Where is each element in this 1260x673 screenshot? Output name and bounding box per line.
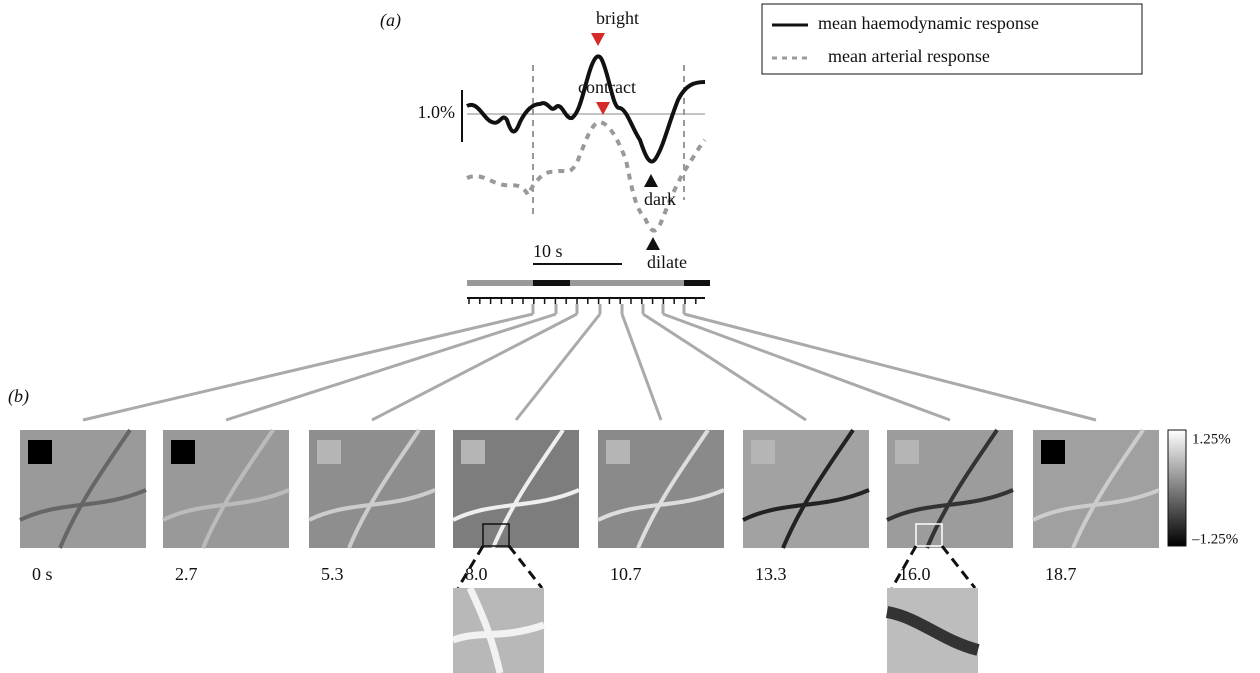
colorbar-label: 1.25% (1192, 431, 1231, 447)
frame-label: 2.7 (175, 564, 198, 584)
arterial-trace (467, 122, 705, 231)
legend-entry: mean arterial response (828, 46, 990, 66)
arrow (644, 174, 658, 187)
stim-indicator (461, 440, 485, 464)
zoom-line (942, 546, 975, 588)
figure: (a) mean haemodynamic response mean arte… (0, 0, 1260, 673)
stim-indicator (1041, 440, 1065, 464)
connector (663, 314, 950, 420)
arrow (596, 102, 610, 115)
frame-label: 13.3 (755, 564, 787, 584)
arrow (646, 237, 660, 250)
stim-indicator (751, 440, 775, 464)
stim-indicator (317, 440, 341, 464)
frame-label: 8.0 (465, 564, 488, 584)
connector (83, 314, 533, 420)
scale-label: 10 s (533, 241, 563, 261)
frame-label: 0 s (32, 564, 53, 584)
annotation: dark (644, 189, 676, 209)
connector (684, 314, 1096, 420)
frame-label: 5.3 (321, 564, 344, 584)
connector (372, 314, 577, 420)
stim-indicator (895, 440, 919, 464)
colorbar (1168, 430, 1186, 546)
colorbar-label: –1.25% (1191, 531, 1238, 547)
panel-label: (b) (8, 386, 29, 407)
connector (643, 314, 806, 420)
stim-indicator (171, 440, 195, 464)
panel-label: (a) (380, 10, 401, 31)
zoom-line (509, 546, 542, 588)
annotation: dilate (647, 252, 687, 272)
stim-indicator (606, 440, 630, 464)
annotation: contract (578, 77, 636, 97)
frame-label: 10.7 (610, 564, 642, 584)
haemodynamic-trace (467, 56, 705, 161)
connector (622, 314, 661, 420)
scale-label: 1.0% (418, 102, 456, 122)
frame-label: 18.7 (1045, 564, 1077, 584)
annotation: bright (596, 8, 639, 28)
arrow (591, 33, 605, 46)
connector (226, 314, 556, 420)
stim-indicator (28, 440, 52, 464)
connector (516, 314, 600, 420)
legend-entry: mean haemodynamic response (818, 13, 1039, 33)
